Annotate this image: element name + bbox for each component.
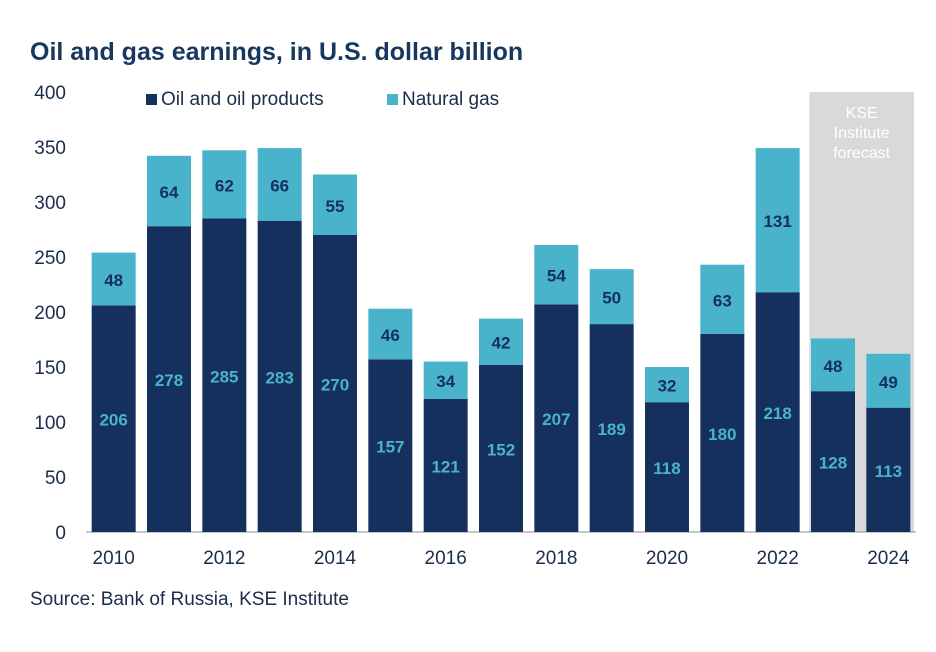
x-tick-label: 2022 — [757, 548, 799, 569]
bar-gas — [645, 367, 689, 403]
y-tick-label: 0 — [55, 523, 66, 544]
gas-value-label: 131 — [763, 212, 791, 231]
bar-gas — [91, 252, 136, 306]
forecast-label: forecast — [833, 145, 890, 162]
y-tick-label: 400 — [34, 83, 66, 104]
bar-gas — [866, 353, 911, 408]
oil-value-label: 157 — [376, 438, 404, 457]
bar-gas — [423, 361, 468, 399]
forecast-label: KSE — [846, 105, 878, 122]
gas-value-label: 48 — [824, 357, 843, 376]
bar-gas — [313, 174, 357, 235]
bar-oil — [811, 391, 855, 532]
oil-value-label: 113 — [875, 462, 902, 481]
chart-title: Oil and gas earnings, in U.S. dollar bil… — [30, 38, 524, 66]
x-tick-label: 2012 — [203, 548, 245, 569]
bar-oil — [589, 324, 634, 532]
bar-oil — [479, 364, 523, 532]
y-tick-label: 300 — [34, 193, 66, 214]
x-tick-label: 2020 — [646, 548, 688, 569]
gas-value-label: 63 — [713, 291, 732, 310]
bar-oil — [755, 292, 800, 532]
bar-gas — [257, 148, 302, 221]
x-tick-label: 2014 — [314, 548, 357, 569]
bar-gas — [811, 338, 855, 392]
gas-value-label: 34 — [436, 372, 455, 391]
forecast-label: Institute — [834, 125, 890, 142]
y-tick-label: 250 — [34, 248, 66, 269]
x-tick-label: 2018 — [535, 548, 577, 569]
bar-gas — [202, 150, 247, 219]
bar-oil — [313, 235, 357, 532]
bar-gas — [479, 318, 523, 365]
legend-label-gas: Natural gas — [402, 89, 499, 110]
oil-value-label: 278 — [155, 371, 183, 390]
bar-gas — [755, 148, 800, 293]
gas-value-label: 64 — [160, 183, 179, 202]
oil-value-label: 207 — [542, 410, 570, 429]
gas-value-label: 55 — [326, 197, 345, 216]
oil-value-label: 118 — [653, 459, 680, 478]
y-tick-label: 200 — [34, 303, 66, 324]
gas-value-label: 49 — [879, 373, 898, 392]
oil-value-label: 128 — [819, 454, 847, 473]
bar-oil — [534, 304, 579, 532]
oil-value-label: 189 — [597, 420, 625, 439]
legend-label-oil: Oil and oil products — [161, 89, 324, 110]
bar-oil — [645, 402, 689, 532]
gas-value-label: 54 — [547, 267, 566, 286]
oil-value-label: 121 — [431, 457, 459, 476]
gas-value-label: 66 — [270, 176, 289, 195]
gas-value-label: 50 — [602, 289, 621, 308]
bar-gas — [700, 264, 745, 334]
y-tick-label: 150 — [34, 358, 66, 379]
bar-oil — [202, 218, 247, 532]
oil-value-label: 180 — [708, 425, 736, 444]
y-tick-label: 50 — [45, 468, 66, 489]
x-tick-label: 2010 — [93, 548, 135, 569]
gas-value-label: 46 — [381, 326, 400, 345]
oil-value-label: 152 — [487, 440, 515, 459]
source-note: Source: Bank of Russia, KSE Institute — [30, 589, 349, 610]
y-tick-label: 350 — [34, 138, 66, 159]
bar-oil — [91, 305, 136, 532]
bar-oil — [257, 220, 302, 532]
x-tick-label: 2016 — [425, 548, 467, 569]
bar-oil — [423, 398, 468, 532]
bar-gas — [368, 308, 413, 360]
bar-oil — [147, 226, 191, 532]
legend-swatch-gas — [387, 94, 398, 105]
bar-gas — [534, 244, 579, 305]
gas-value-label: 62 — [215, 176, 234, 195]
bar-gas — [147, 155, 191, 227]
legend-swatch-oil — [146, 94, 157, 105]
oil-value-label: 270 — [321, 376, 349, 395]
oil-value-label: 285 — [210, 367, 238, 386]
oil-value-label: 283 — [265, 368, 293, 387]
bar-oil — [368, 359, 413, 532]
bar-gas — [589, 269, 634, 325]
oil-value-label: 218 — [763, 404, 791, 423]
x-tick-label: 2024 — [867, 548, 910, 569]
bar-oil — [866, 407, 911, 532]
y-tick-label: 100 — [34, 413, 66, 434]
gas-value-label: 32 — [658, 377, 677, 396]
gas-value-label: 42 — [492, 334, 511, 353]
bar-oil — [700, 334, 745, 532]
gas-value-label: 48 — [104, 271, 123, 290]
oil-value-label: 206 — [99, 411, 127, 430]
